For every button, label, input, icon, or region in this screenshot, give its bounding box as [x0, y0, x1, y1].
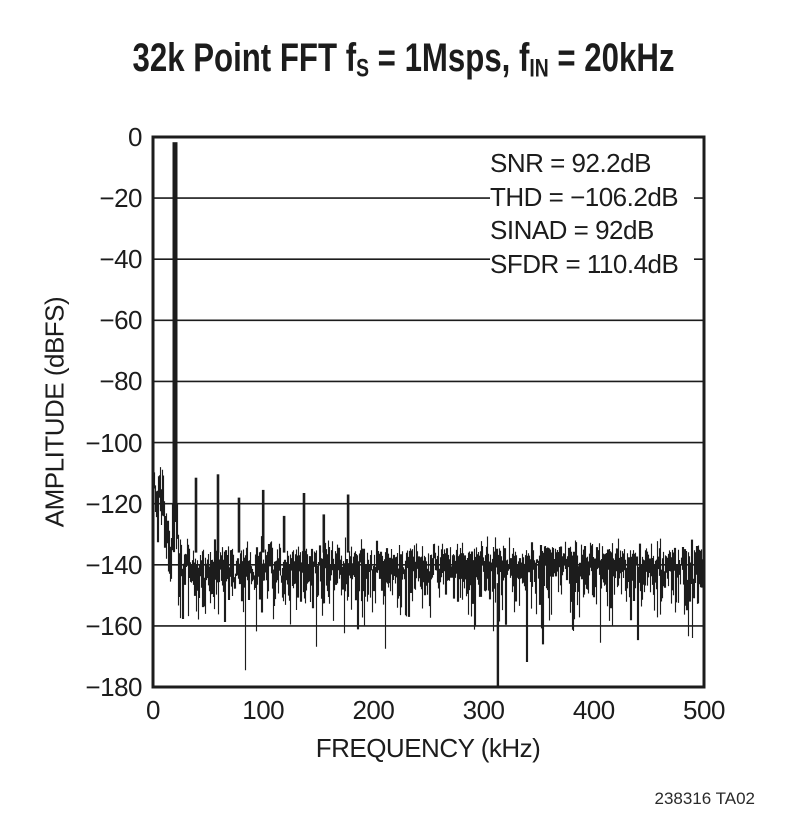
- x-tick-label-200: 200: [352, 695, 395, 725]
- figure-code: 238316 TA02: [654, 789, 755, 808]
- title-subscript-fs: S: [356, 55, 370, 83]
- y-tick-label-60: −60: [99, 305, 142, 336]
- x-tick-label-500: 500: [683, 695, 725, 725]
- x-tick-label-100: 100: [242, 695, 285, 725]
- x-axis-title: FREQUENCY (kHz): [315, 733, 541, 763]
- y-tick-label-100: −100: [85, 427, 142, 458]
- signal-spike: [172, 142, 178, 522]
- y-tick-label-120: −120: [85, 488, 142, 519]
- noise-floor: [152, 405, 705, 671]
- spur-155khz: [322, 514, 326, 553]
- y-tick-label-40: −40: [99, 244, 142, 275]
- spur-39khz: [194, 477, 198, 553]
- title-subscript-fin: IN: [529, 55, 549, 83]
- spur-78khz: [237, 497, 241, 553]
- spur-177khz: [346, 494, 350, 553]
- spur-119khz: [282, 515, 286, 553]
- stat-sfdr: SFDR = 110.4dB: [490, 248, 679, 279]
- y-tick-label-0: 0: [128, 122, 142, 152]
- title-part-2: = 1Msps, f: [369, 36, 530, 80]
- plot-frame: [151, 135, 706, 689]
- y-tick-label-80: −80: [99, 366, 142, 397]
- stat-snr: SNR = 92.2dB: [490, 148, 651, 178]
- notch-bin: [496, 583, 500, 687]
- spur-59khz: [216, 474, 220, 553]
- stats-annotation: SNR = 92.2dB THD = −106.2dB SINAD = 92dB…: [490, 147, 694, 281]
- y-tick-label-20: −20: [99, 183, 142, 214]
- spur-137khz: [302, 493, 306, 553]
- x-tick-label-400: 400: [572, 695, 615, 725]
- y-tick-label-140: −140: [85, 549, 142, 580]
- y-tick-label-160: −160: [85, 610, 142, 641]
- stat-sinad: SINAD = 92dB: [490, 215, 654, 245]
- y-tick-label-180: −180: [85, 672, 142, 702]
- chart-title: 32k Point FFT fS = 1Msps, fIN = 20kHz: [89, 34, 718, 93]
- stat-thd: THD = −106.2dB: [490, 181, 679, 212]
- title-part-1: 32k Point FFT f: [132, 36, 357, 80]
- title-part-3: = 20kHz: [548, 36, 675, 80]
- x-tick-label-300: 300: [462, 695, 505, 725]
- x-tick-label-0: 0: [146, 695, 160, 725]
- fft-plot-canvas: [151, 135, 706, 689]
- spur-100khz: [261, 489, 265, 553]
